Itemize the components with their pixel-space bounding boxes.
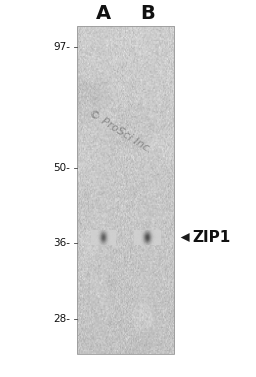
Text: 28-: 28- — [54, 314, 70, 323]
Text: 97-: 97- — [54, 42, 70, 52]
Text: 50-: 50- — [54, 163, 70, 173]
Text: A: A — [96, 4, 111, 23]
Bar — [77, 26, 174, 354]
Text: © ProSci Inc.: © ProSci Inc. — [87, 109, 154, 155]
Text: ZIP1: ZIP1 — [192, 230, 230, 245]
Text: B: B — [140, 4, 155, 23]
Text: 36-: 36- — [54, 238, 70, 248]
